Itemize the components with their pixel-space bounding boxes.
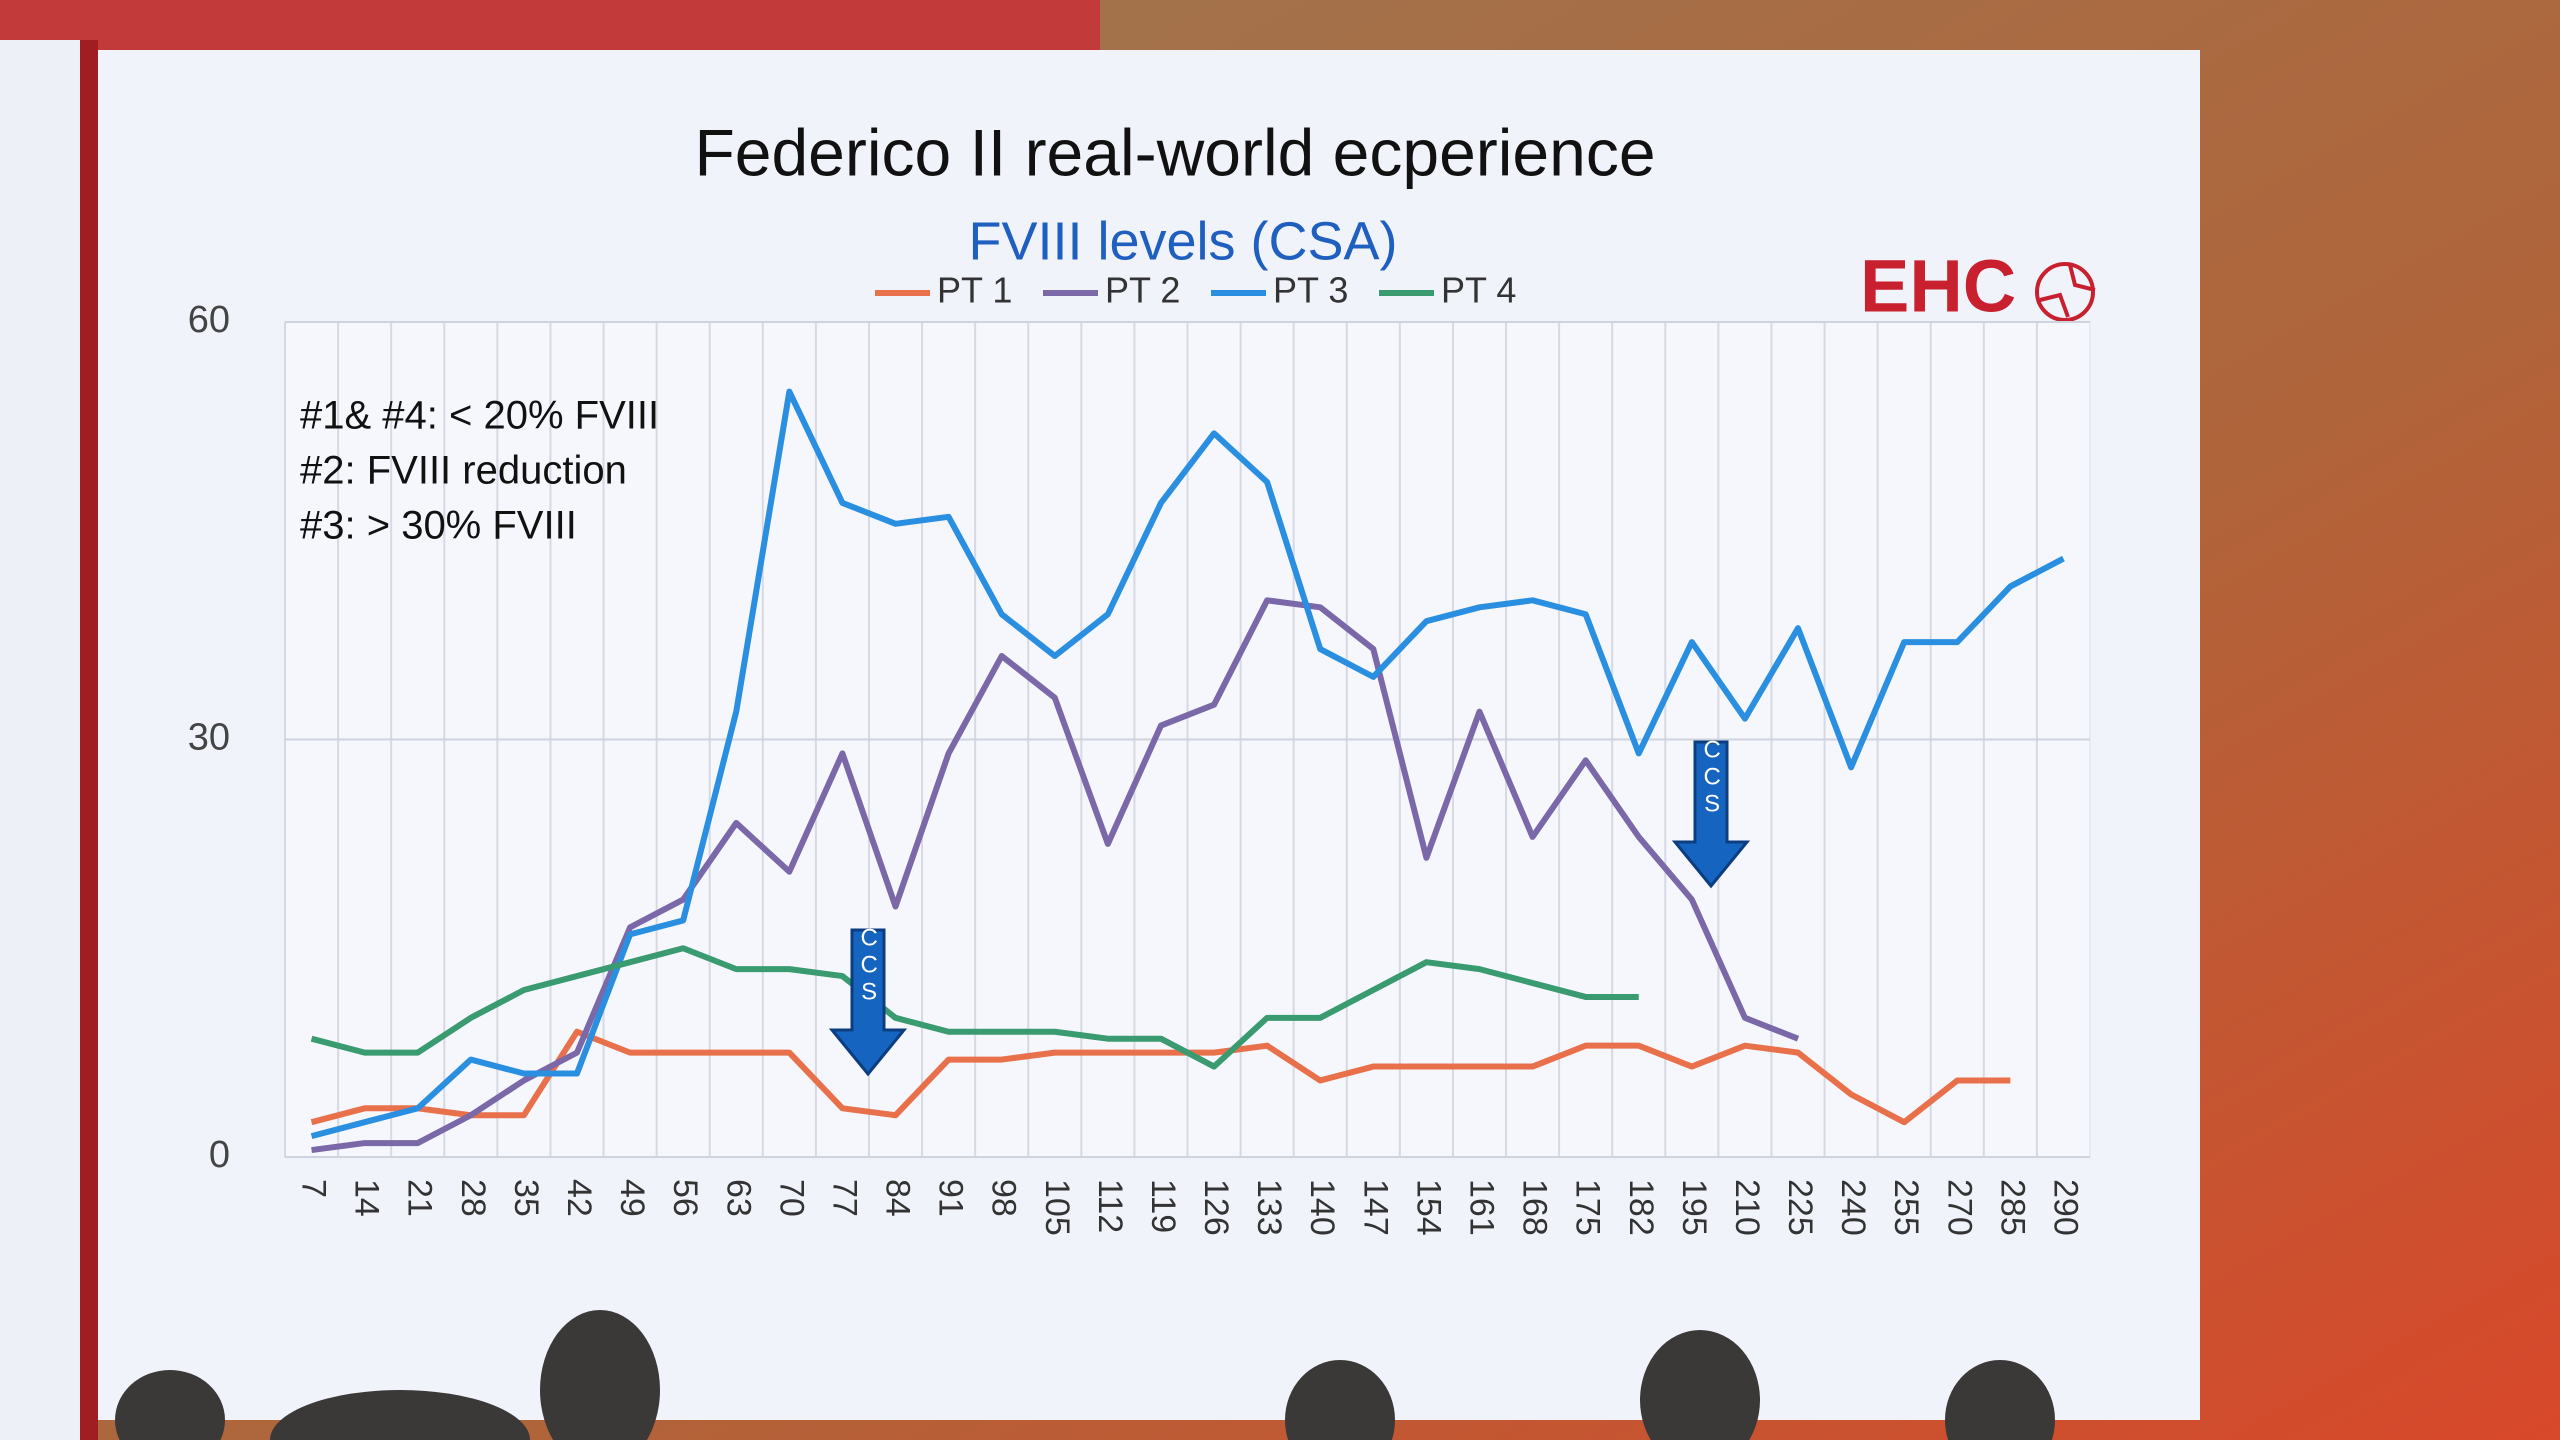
x-tick-label: 147 bbox=[1356, 1179, 1394, 1236]
annotation: #3: > 30% FVIII bbox=[300, 504, 577, 548]
annotation: #2: FVIII reduction bbox=[300, 449, 627, 493]
x-tick-label: 270 bbox=[1940, 1179, 1978, 1236]
x-tick-label: 91 bbox=[932, 1179, 970, 1217]
x-tick-label: 84 bbox=[879, 1179, 917, 1217]
side-slide bbox=[0, 40, 80, 1440]
x-tick-label: 112 bbox=[1091, 1179, 1129, 1233]
x-tick-label: 182 bbox=[1622, 1179, 1660, 1236]
ccs-label: CCS bbox=[856, 925, 883, 1006]
x-tick-label: 255 bbox=[1887, 1179, 1925, 1236]
ccs-label: CCS bbox=[1699, 737, 1726, 818]
x-tick-label: 161 bbox=[1463, 1179, 1501, 1236]
x-tick-label: 70 bbox=[772, 1179, 810, 1217]
series-line bbox=[311, 597, 1800, 1154]
plot-area: 0 30 60 7 14 21 28 35 42 49 56 63 70 77 84 91 98 105 112 11… bbox=[188, 270, 2091, 1236]
legend-label: PT 1 bbox=[937, 270, 1012, 311]
x-tick-label: 240 bbox=[1834, 1179, 1872, 1236]
x-tick-label: 154 bbox=[1409, 1179, 1447, 1236]
y-tick-label: 60 bbox=[188, 299, 230, 341]
x-tick-label: 7 bbox=[295, 1179, 333, 1198]
legend-label: PT 4 bbox=[1441, 270, 1516, 311]
ccs-arrows: CCS CCS bbox=[828, 737, 1751, 1077]
x-tick-label: 14 bbox=[348, 1179, 386, 1217]
x-tick-label: 21 bbox=[401, 1179, 439, 1217]
x-tick-label: 133 bbox=[1250, 1179, 1288, 1236]
x-tick-label: 63 bbox=[719, 1179, 757, 1217]
chart-subtitle: FVIII levels (CSA) bbox=[968, 211, 1397, 271]
y-tick-label: 0 bbox=[209, 1134, 230, 1176]
x-tick-label: 77 bbox=[825, 1179, 863, 1217]
y-tick-label: 30 bbox=[188, 717, 230, 759]
series-line bbox=[310, 1028, 2011, 1126]
x-tick-label: 35 bbox=[507, 1179, 545, 1217]
x-tick-label: 28 bbox=[454, 1179, 492, 1217]
logo-mark bbox=[2035, 262, 2096, 322]
x-tick-label: 175 bbox=[1569, 1179, 1607, 1236]
ccs-arrow bbox=[1671, 740, 1751, 889]
side-frame bbox=[80, 40, 98, 1440]
x-tick-label: 98 bbox=[985, 1179, 1023, 1217]
x-tick-label: 49 bbox=[613, 1179, 651, 1217]
audience bbox=[115, 1310, 2055, 1440]
x-tick-label: 168 bbox=[1516, 1179, 1554, 1236]
x-tick-label: 140 bbox=[1303, 1179, 1341, 1236]
x-tick-label: 290 bbox=[2046, 1179, 2084, 1236]
x-tick-label: 105 bbox=[1038, 1179, 1076, 1236]
x-tick-label: 195 bbox=[1675, 1179, 1713, 1236]
x-tick-label: 56 bbox=[666, 1179, 704, 1217]
logo: EHC bbox=[1860, 245, 2016, 328]
series-line bbox=[310, 388, 2065, 1140]
chart-title: Federico II real-world ecperience bbox=[694, 115, 1655, 189]
x-tick-label: 210 bbox=[1728, 1179, 1766, 1236]
x-tick-label: 42 bbox=[560, 1179, 598, 1217]
ccs-arrow bbox=[828, 928, 908, 1077]
legend-label: PT 2 bbox=[1105, 270, 1180, 311]
series-line bbox=[310, 945, 1639, 1070]
annotation: #1& #4: < 20% FVIII bbox=[300, 394, 659, 438]
x-tick-label: 225 bbox=[1781, 1179, 1819, 1236]
x-tick-label: 285 bbox=[1993, 1179, 2031, 1236]
x-tick-label: 119 bbox=[1144, 1179, 1182, 1233]
x-tick-label: 126 bbox=[1197, 1179, 1235, 1236]
legend-label: PT 3 bbox=[1273, 270, 1348, 311]
